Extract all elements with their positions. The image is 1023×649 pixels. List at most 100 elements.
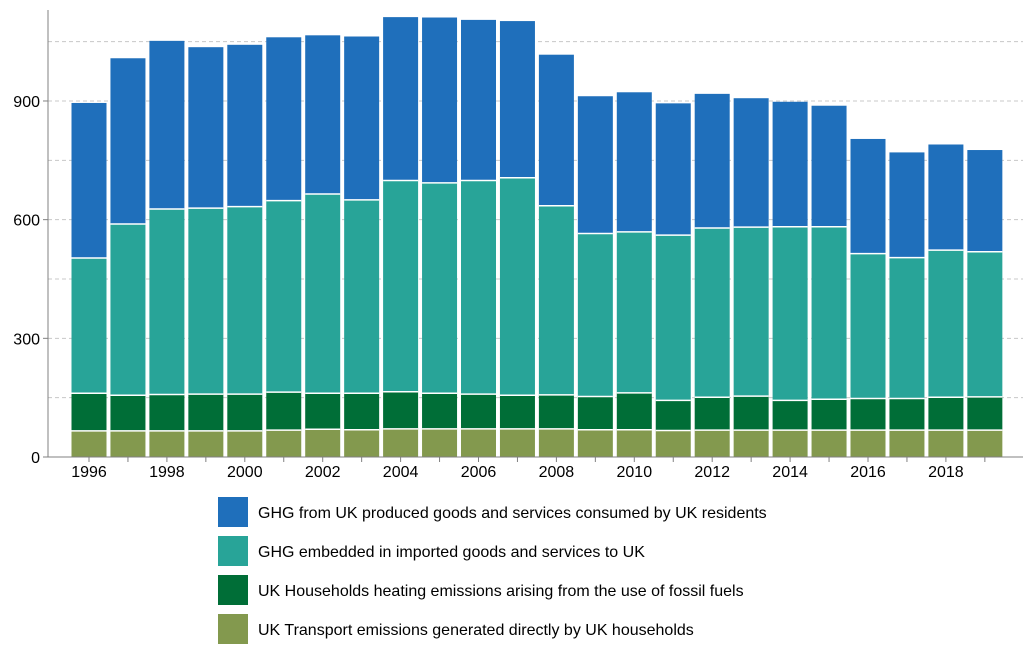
bar-segment-1999 (188, 394, 224, 431)
bar-segment-2013 (733, 430, 769, 457)
bar-segment-2006 (461, 19, 496, 181)
x-tick-label: 1996 (71, 464, 107, 481)
bar-segment-2008 (538, 428, 574, 457)
bar-segment-2011 (655, 235, 691, 401)
bar-segment-2019 (967, 251, 1003, 397)
bar-segment-1997 (110, 224, 146, 396)
bar-segment-2000 (227, 206, 263, 395)
bar-segment-2004 (383, 391, 419, 429)
bar-segment-2004 (383, 428, 419, 457)
bar-segment-1996 (71, 102, 107, 259)
bar-segment-1998 (149, 430, 185, 457)
bar-segment-2012 (694, 93, 730, 228)
bar-segment-2016 (850, 138, 886, 254)
bar-segment-2011 (655, 430, 691, 457)
bar-segment-2018 (928, 397, 964, 431)
bar-segment-2007 (499, 177, 535, 396)
bar-segment-2004 (383, 180, 419, 392)
y-tick-label: 0 (31, 450, 40, 467)
bar-segment-2014 (772, 226, 808, 401)
x-tick-label: 2010 (617, 464, 653, 481)
x-tick-label: 2008 (539, 464, 575, 481)
bar-segment-1997 (110, 58, 146, 225)
bar-segment-2007 (499, 21, 535, 178)
bar-segment-2003 (344, 393, 380, 430)
bar-segment-2001 (266, 37, 302, 201)
bar-segment-2019 (967, 150, 1003, 252)
bar-segment-1998 (149, 40, 185, 209)
bar-segment-2018 (928, 430, 964, 457)
bar-segment-1999 (188, 208, 224, 395)
bar-segment-2015 (811, 399, 847, 431)
bar-segment-2010 (616, 92, 652, 232)
bar-segment-2006 (461, 428, 496, 457)
y-tick-label: 600 (13, 213, 40, 230)
bar-segment-2019 (967, 430, 1003, 457)
bar-segment-2014 (772, 430, 808, 457)
bar-segment-2014 (772, 400, 808, 431)
legend-swatch (218, 575, 248, 605)
bar-segment-1999 (188, 430, 224, 457)
legend: GHG from UK produced goods and services … (218, 497, 767, 644)
bar-segment-2013 (733, 98, 769, 228)
bar-segment-1996 (71, 258, 107, 394)
bar-segment-2011 (655, 400, 691, 431)
x-tick-label: 2018 (928, 464, 964, 481)
legend-swatch (218, 497, 248, 527)
bar-segment-2014 (772, 101, 808, 227)
y-tick-label: 300 (13, 331, 40, 348)
bar-segment-2017 (889, 152, 925, 258)
bar-segment-2000 (227, 44, 263, 207)
x-tick-labels: 1996 1998 2000 2002 2004 2006 2008 2010 2012 2014… (71, 464, 964, 481)
y-tick-label: 900 (13, 94, 40, 111)
bar-segment-2009 (577, 396, 613, 430)
x-tick-label: 2012 (694, 464, 730, 481)
bar-segment-2000 (227, 430, 263, 457)
bar-segment-1996 (71, 430, 107, 457)
bar-segment-2001 (266, 430, 302, 457)
bar-segment-2005 (422, 393, 458, 429)
bar-segment-2009 (577, 96, 613, 234)
bar-segment-2019 (967, 396, 1003, 431)
bar-segment-1998 (149, 394, 185, 431)
x-tick-label: 2014 (772, 464, 808, 481)
x-tick-label: 2000 (227, 464, 263, 481)
x-tick-label: 1998 (149, 464, 185, 481)
bar-segment-2008 (538, 205, 574, 395)
bar-segment-2007 (499, 395, 535, 429)
bar-segment-2012 (694, 397, 730, 431)
bar-segment-2003 (344, 199, 380, 394)
bar-segment-1997 (110, 395, 146, 431)
bar-segment-2002 (305, 429, 341, 457)
bar-segment-2005 (422, 17, 458, 183)
bar-segment-2008 (538, 54, 574, 206)
bar-segment-2004 (383, 17, 419, 181)
bar-segment-2017 (889, 257, 925, 399)
legend-label: UK Transport emissions generated directl… (258, 622, 694, 639)
bar-segment-2018 (928, 144, 964, 251)
bar-segment-2003 (344, 36, 380, 200)
legend-label: GHG embedded in imported goods and servi… (258, 544, 645, 561)
bar-segment-2002 (305, 35, 341, 194)
bar-segment-1998 (149, 208, 185, 395)
bar-segment-2009 (577, 429, 613, 457)
bar-segment-2017 (889, 398, 925, 431)
bar-segment-2015 (811, 105, 847, 227)
bar-segment-2016 (850, 398, 886, 431)
bar-segment-2008 (538, 394, 574, 429)
bar-segment-2015 (811, 226, 847, 400)
legend-label: UK Households heating emissions arising … (258, 583, 744, 600)
bar-segment-2001 (266, 392, 302, 431)
bars (71, 17, 1003, 457)
bar-segment-2006 (461, 394, 496, 429)
bar-segment-2005 (422, 182, 458, 394)
bar-segment-2015 (811, 430, 847, 457)
legend-swatch (218, 614, 248, 644)
bar-segment-2006 (461, 180, 496, 395)
bar-segment-2013 (733, 396, 769, 431)
bar-segment-2010 (616, 392, 652, 430)
bar-segment-2017 (889, 430, 925, 457)
x-tick-label: 2016 (850, 464, 886, 481)
x-tick-label: 2002 (305, 464, 341, 481)
